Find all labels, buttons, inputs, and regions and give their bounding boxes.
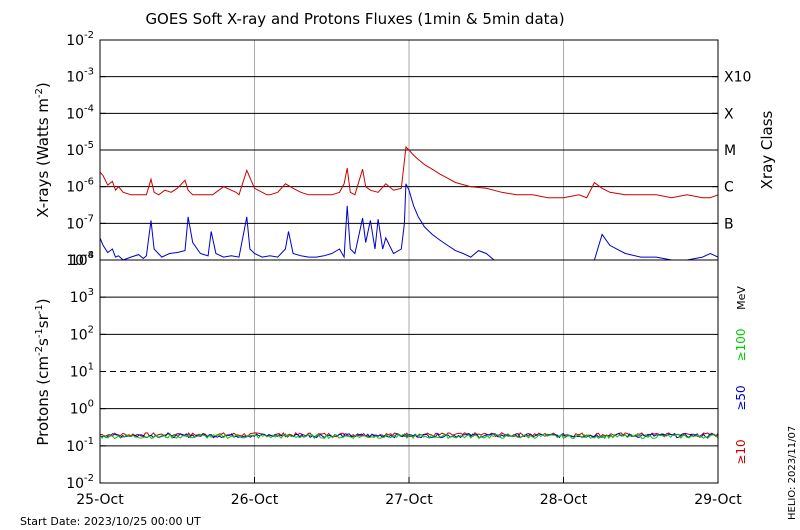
proton-legend-label: ≥100 <box>734 329 748 362</box>
start-date-label: Start Date: 2023/10/25 00:00 UT <box>20 515 201 528</box>
xray-y-tick-label: 10-2 <box>66 30 94 49</box>
x-tick-label: 26-Oct <box>231 492 279 508</box>
xray-panel: 10-8 10-7 10-6 10-5 10-4 10-3 10-2 B C M X X10 X-r… <box>34 30 776 269</box>
proton-y-tick-label: 103 <box>70 287 94 306</box>
x-axis-ticks: 25-Oct 26-Oct 27-Oct 28-Oct 29-Oct <box>76 477 742 508</box>
proton-legend: ≥100 ≥50 ≥10 <box>734 329 748 465</box>
proton-y-tick-label: 10-2 <box>66 473 94 492</box>
proton-y-tick-label: 102 <box>70 324 94 343</box>
proton-series <box>99 431 719 440</box>
x-tick-label: 29-Oct <box>694 492 742 508</box>
proton-series-line <box>99 433 719 440</box>
xray-y-axis-label: X-rays (Watts m-2) <box>34 82 52 217</box>
proton-y-axis-label: Protons (cm-2s-1sr-1) <box>34 298 52 445</box>
xray-y-tick-label: 10-5 <box>66 140 94 159</box>
x-tick-label: 28-Oct <box>540 492 588 508</box>
proton-legend-label: ≥10 <box>734 439 748 464</box>
xray-series-line <box>99 146 719 199</box>
chart-title: GOES Soft X-ray and Protons Fluxes (1min… <box>145 10 564 28</box>
xray-class-label: X10 <box>724 70 751 86</box>
proton-y-tick-label: 100 <box>70 399 94 418</box>
xray-class-axis-label: Xray Class <box>758 110 776 189</box>
proton-y-ticks: 10-2 10-1 100 101 102 103 104 <box>66 250 106 492</box>
xray-y-tick-label: 10-7 <box>66 213 94 232</box>
x-tick-label: 27-Oct <box>385 492 433 508</box>
x-tick-label: 25-Oct <box>76 492 124 508</box>
xray-y-tick-label: 10-8 <box>66 250 94 269</box>
proton-y-tick-label: 10-1 <box>66 436 94 455</box>
xray-class-label: X <box>724 106 734 122</box>
xray-y-tick-label: 10-3 <box>66 67 94 86</box>
xray-class-label: B <box>724 216 734 232</box>
proton-panel: 10-2 10-1 100 101 102 103 104 Protons (cm-2s-1… <box>34 250 748 492</box>
proton-y-tick-label: 104 <box>70 250 94 269</box>
credit-label: HELIO: 2023/11/07 <box>787 426 798 520</box>
xray-y-tick-label: 10-4 <box>66 103 94 122</box>
xray-class-label: M <box>724 143 736 159</box>
proton-gridlines <box>100 260 718 483</box>
xray-class-label: C <box>724 180 734 196</box>
xray-class-labels: B C M X X10 <box>724 70 751 233</box>
proton-legend-label: ≥50 <box>734 385 748 410</box>
xray-y-ticks: 10-8 10-7 10-6 10-5 10-4 10-3 10-2 <box>66 30 718 269</box>
proton-unit-label: MeV <box>735 286 748 310</box>
proton-y-tick-label: 101 <box>70 362 94 381</box>
xray-y-tick-label: 10-6 <box>66 177 94 196</box>
